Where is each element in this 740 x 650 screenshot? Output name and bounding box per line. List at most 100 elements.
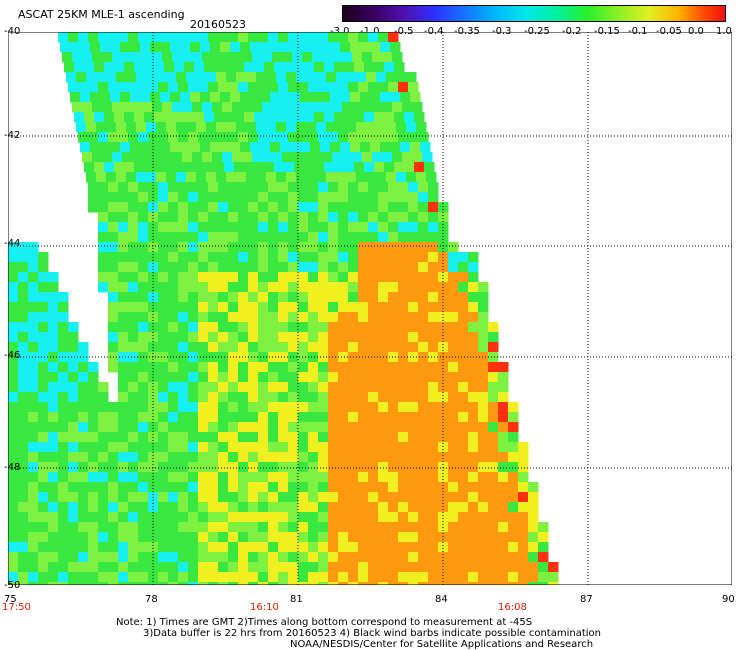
- data-pixel: [216, 122, 227, 133]
- data-pixel: [508, 412, 519, 423]
- data-pixel: [128, 582, 139, 585]
- data-pixel: [8, 282, 19, 293]
- data-pixel: [218, 252, 229, 263]
- data-pixel: [428, 512, 439, 523]
- data-pixel: [218, 192, 229, 203]
- data-pixel: [418, 342, 429, 353]
- data-pixel: [288, 282, 299, 293]
- data-pixel: [18, 422, 29, 433]
- data-pixel: [328, 552, 339, 563]
- data-pixel: [248, 342, 259, 353]
- data-pixel: [58, 412, 69, 423]
- data-pixel: [408, 82, 419, 93]
- data-pixel: [104, 162, 115, 173]
- data-pixel: [278, 442, 289, 453]
- data-pixel: [528, 562, 539, 573]
- data-pixel: [418, 452, 429, 463]
- data-pixel: [238, 442, 249, 453]
- data-pixel: [328, 372, 339, 383]
- data-pixel: [448, 462, 459, 473]
- data-pixel: [538, 582, 549, 585]
- data-pixel: [370, 142, 381, 153]
- data-pixel: [72, 52, 83, 63]
- data-pixel: [38, 302, 49, 313]
- data-pixel: [28, 552, 39, 563]
- data-pixel: [158, 482, 169, 493]
- data-pixel: [392, 102, 403, 113]
- data-pixel: [364, 112, 375, 123]
- data-pixel: [338, 132, 349, 143]
- data-pixel: [328, 542, 339, 553]
- data-pixel: [398, 222, 409, 233]
- data-pixel: [402, 102, 413, 113]
- data-pixel: [228, 562, 239, 573]
- data-pixel: [468, 462, 479, 473]
- data-pixel: [228, 332, 239, 343]
- data-pixel: [104, 62, 115, 73]
- data-pixel: [228, 362, 239, 373]
- data-pixel: [178, 512, 189, 523]
- data-pixel: [158, 222, 169, 233]
- data-pixel: [308, 412, 319, 423]
- data-pixel: [418, 412, 429, 423]
- data-pixel: [248, 132, 259, 143]
- data-pixel: [198, 242, 209, 253]
- data-pixel: [418, 212, 429, 223]
- data-pixel: [218, 202, 229, 213]
- data-pixel: [252, 102, 263, 113]
- data-pixel: [28, 272, 39, 283]
- data-pixel: [488, 392, 499, 403]
- data-pixel: [68, 562, 79, 573]
- data-pixel: [388, 392, 399, 403]
- data-pixel: [248, 352, 259, 363]
- data-pixel: [208, 372, 219, 383]
- data-pixel: [398, 572, 409, 583]
- data-pixel: [418, 362, 429, 373]
- data-pixel: [48, 332, 59, 343]
- data-pixel: [78, 132, 89, 143]
- data-pixel: [468, 472, 479, 483]
- data-pixel: [478, 332, 489, 343]
- data-pixel: [178, 262, 189, 273]
- data-pixel: [128, 442, 139, 453]
- data-pixel: [158, 192, 169, 203]
- data-pixel: [164, 62, 175, 73]
- lat-label: -48: [4, 462, 21, 473]
- data-pixel: [338, 262, 349, 273]
- data-pixel: [230, 42, 241, 53]
- data-pixel: [96, 122, 107, 133]
- data-pixel: [188, 192, 199, 203]
- data-pixel: [328, 472, 339, 483]
- data-pixel: [388, 402, 399, 413]
- data-pixel: [118, 452, 129, 463]
- data-pixel: [308, 32, 319, 43]
- data-pixel: [308, 302, 319, 313]
- data-pixel: [152, 102, 163, 113]
- data-pixel: [268, 212, 279, 223]
- data-pixel: [488, 362, 499, 373]
- data-pixel: [128, 82, 139, 93]
- data-pixel: [188, 402, 199, 413]
- data-pixel: [398, 482, 409, 493]
- data-pixel: [138, 562, 149, 573]
- data-pixel: [160, 142, 171, 153]
- data-pixel: [218, 462, 229, 473]
- data-pixel: [468, 362, 479, 373]
- data-pixel: [108, 262, 119, 273]
- data-pixel: [318, 502, 329, 513]
- data-pixel: [68, 362, 79, 373]
- data-pixel: [328, 352, 339, 363]
- data-pixel: [258, 302, 269, 313]
- data-pixel: [468, 312, 479, 323]
- data-pixel: [168, 242, 179, 253]
- data-pixel: [218, 472, 229, 483]
- data-pixel: [198, 182, 209, 193]
- data-pixel: [78, 492, 89, 503]
- data-pixel: [422, 152, 433, 163]
- data-pixel: [210, 142, 221, 153]
- data-pixel: [232, 52, 243, 63]
- data-pixel: [498, 442, 509, 453]
- data-pixel: [246, 172, 257, 183]
- data-pixel: [408, 522, 419, 533]
- data-pixel: [388, 442, 399, 453]
